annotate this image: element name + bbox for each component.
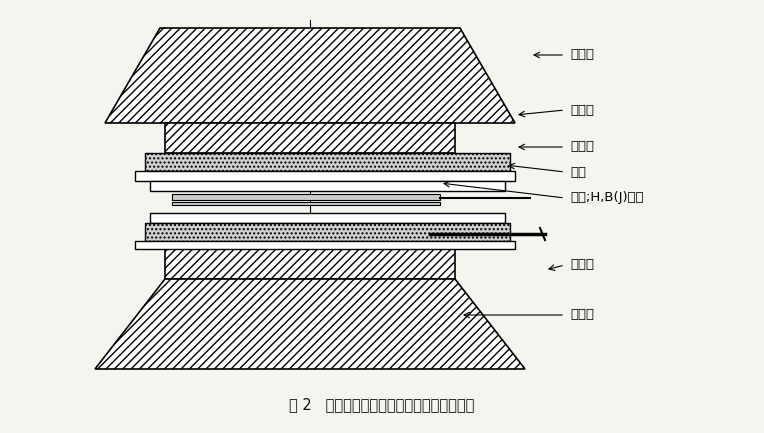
Polygon shape bbox=[95, 279, 525, 369]
Polygon shape bbox=[105, 28, 515, 123]
Text: 热电偶: 热电偶 bbox=[570, 259, 594, 271]
Text: 极靴: 极靴 bbox=[570, 165, 586, 178]
Text: 绝热层: 绝热层 bbox=[570, 103, 594, 116]
Text: 下极头: 下极头 bbox=[570, 308, 594, 321]
Bar bbox=[172, 194, 440, 200]
Bar bbox=[150, 213, 505, 223]
Bar bbox=[145, 153, 510, 171]
Bar bbox=[150, 181, 505, 191]
Polygon shape bbox=[165, 249, 455, 279]
Bar bbox=[135, 171, 515, 181]
Bar bbox=[145, 223, 510, 241]
Text: 加热板: 加热板 bbox=[570, 140, 594, 154]
Text: 上极头: 上极头 bbox=[570, 48, 594, 61]
Polygon shape bbox=[165, 123, 455, 153]
Bar bbox=[172, 202, 440, 205]
Text: 试样;H,B(J)线圈: 试样;H,B(J)线圈 bbox=[570, 191, 643, 204]
Bar bbox=[135, 241, 515, 249]
Text: 图 2   在闭合磁路中测量温度系数的加热装置: 图 2 在闭合磁路中测量温度系数的加热装置 bbox=[290, 397, 474, 413]
